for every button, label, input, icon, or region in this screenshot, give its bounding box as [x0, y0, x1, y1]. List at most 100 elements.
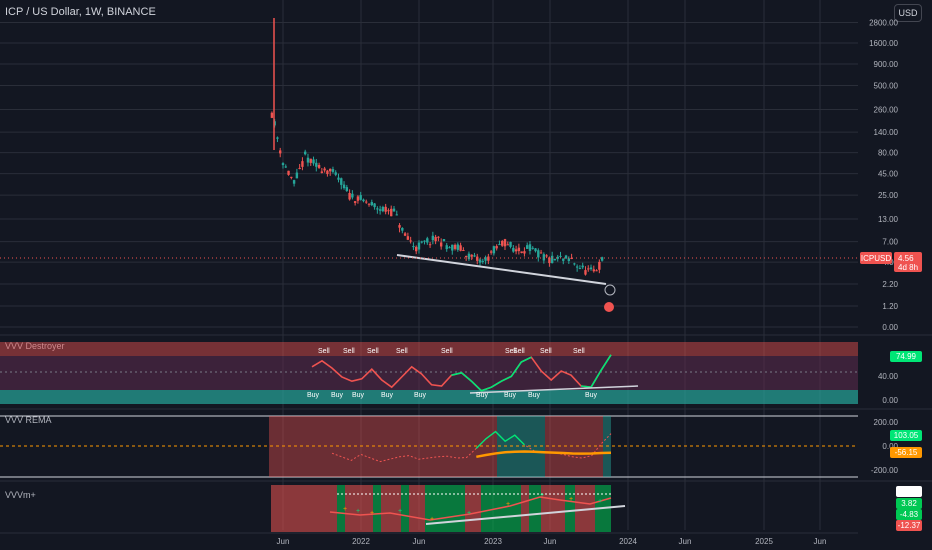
price-tag-bg: [894, 252, 922, 272]
symbol-tag: ICPUSD: [861, 254, 891, 263]
vvvm-plus-pane[interactable]: + + + + + + + + + +8.66 3.82 -4.83 -12.37: [0, 480, 932, 532]
time-tick-label: Jun: [413, 537, 426, 546]
vvv-rema-pane[interactable]: 200.00 0.00 -200.00 103.05 -56.15: [0, 408, 932, 478]
rema-line: [331, 430, 612, 463]
candle-body: [287, 170, 290, 175]
time-tick-label: 2024: [619, 537, 637, 546]
trendline: [396, 254, 607, 285]
price-tick-label: 13.00: [878, 215, 899, 224]
vvvm-zone-block: [565, 485, 575, 532]
time-tick-label: Jun: [679, 537, 692, 546]
candle-body: [509, 241, 512, 247]
vvvm-cross-marker: +: [430, 516, 434, 523]
candle-body: [395, 214, 398, 216]
symbol-tag-bg: [860, 252, 892, 264]
candle-body: [356, 196, 360, 201]
candle-body: [348, 192, 351, 200]
candle-body: [478, 259, 482, 263]
candle-body: [387, 210, 390, 212]
candle-body: [334, 172, 337, 175]
candle-body: [381, 206, 385, 212]
destroyer-value: 74.99: [896, 352, 917, 361]
candle-body: [295, 172, 299, 179]
candle-body: [495, 246, 498, 249]
candle-body: [309, 158, 312, 163]
vvvm-trendline: [425, 505, 626, 525]
sell-signal-label: Sell: [441, 348, 453, 355]
candle-body: [328, 168, 332, 172]
candle-body: [492, 246, 496, 254]
candle-body: [376, 208, 379, 210]
candle-body: [520, 251, 523, 253]
vvvm-value-bg: [896, 486, 922, 497]
candle-body: [523, 251, 526, 254]
time-tick-label: 2022: [352, 537, 370, 546]
rema-signal-value: -56.15: [895, 448, 918, 457]
vvvm-cross-marker: +: [370, 510, 374, 517]
candle-body: [342, 184, 346, 189]
price-tick-label: 140.00: [874, 128, 899, 137]
vvvm-line: [329, 496, 612, 521]
candle-body: [539, 252, 543, 254]
candle-body: [567, 258, 571, 261]
currency-button[interactable]: USD: [894, 4, 922, 22]
candle-body: [292, 180, 296, 184]
buy-signal-label: Buy: [528, 392, 541, 399]
candle-body: [279, 150, 282, 154]
vvvm-zone-block: [575, 485, 595, 532]
candle-body: [517, 247, 521, 252]
candle-body: [559, 255, 562, 257]
time-tick-label: Jun: [544, 537, 557, 546]
vvvm-value: 3.82: [901, 499, 917, 508]
candle-body: [578, 268, 582, 270]
candle-body: [431, 235, 435, 241]
vvvm-cross-marker: +: [398, 508, 402, 515]
candle-body: [575, 266, 579, 268]
candle-body: [528, 244, 532, 251]
sell-signal-label: Sell: [367, 348, 379, 355]
last-price-value: 4.56: [898, 254, 914, 263]
vvvm-zone-block: [373, 485, 381, 532]
candle-body: [337, 177, 340, 180]
candle-body: [281, 163, 285, 166]
candle-body: [464, 256, 468, 258]
vvvm-bear-zone: [271, 485, 337, 532]
time-tick-label: Jun: [277, 537, 290, 546]
price-tick-label: 7.00: [882, 238, 898, 247]
time-axis[interactable]: Jun 2022 Jun 2023 Jun 2024 Jun 2025 Jun: [0, 532, 858, 546]
time-tick-label: Jun: [814, 537, 827, 546]
candle-body: [564, 255, 568, 259]
destroyer-tick-label: 0.00: [882, 396, 898, 405]
price-tick-label: 900.00: [874, 60, 899, 69]
earnings-event-icon: [604, 302, 614, 312]
candle-body: [451, 244, 454, 251]
chart-title: ICP / US Dollar, 1W, BINANCE: [5, 6, 156, 18]
candle-body: [600, 257, 604, 261]
candle-body: [323, 168, 326, 171]
vvvm-cross-marker: +: [506, 501, 510, 508]
candle-body: [448, 247, 451, 249]
candle-body: [301, 161, 304, 167]
rema-tick-label: 200.00: [874, 418, 899, 427]
candle-body: [531, 247, 534, 249]
oversold-zone: [0, 390, 858, 404]
destroyer-line-green-tail: [581, 354, 612, 389]
vvvm-zone-block: [425, 485, 465, 532]
buy-signal-label: Buy: [352, 392, 365, 399]
candle-body: [476, 256, 479, 261]
sell-signal-label: Sell: [513, 348, 525, 355]
candle-body: [392, 208, 396, 212]
lightning-event-icon: [604, 284, 616, 296]
buy-signal-label: Buy: [504, 392, 517, 399]
candle-body: [470, 254, 473, 257]
candle-body: [417, 242, 421, 250]
candle-body: [584, 270, 587, 275]
sell-signal-label: Sell: [318, 348, 330, 355]
candle-body: [442, 239, 446, 242]
price-pane[interactable]: 0.001.202.204.007.0013.0025.0045.0080.00…: [0, 0, 922, 530]
candle-body: [570, 257, 573, 260]
vvvm-value-bg: [896, 498, 922, 509]
candle-body: [526, 245, 529, 249]
